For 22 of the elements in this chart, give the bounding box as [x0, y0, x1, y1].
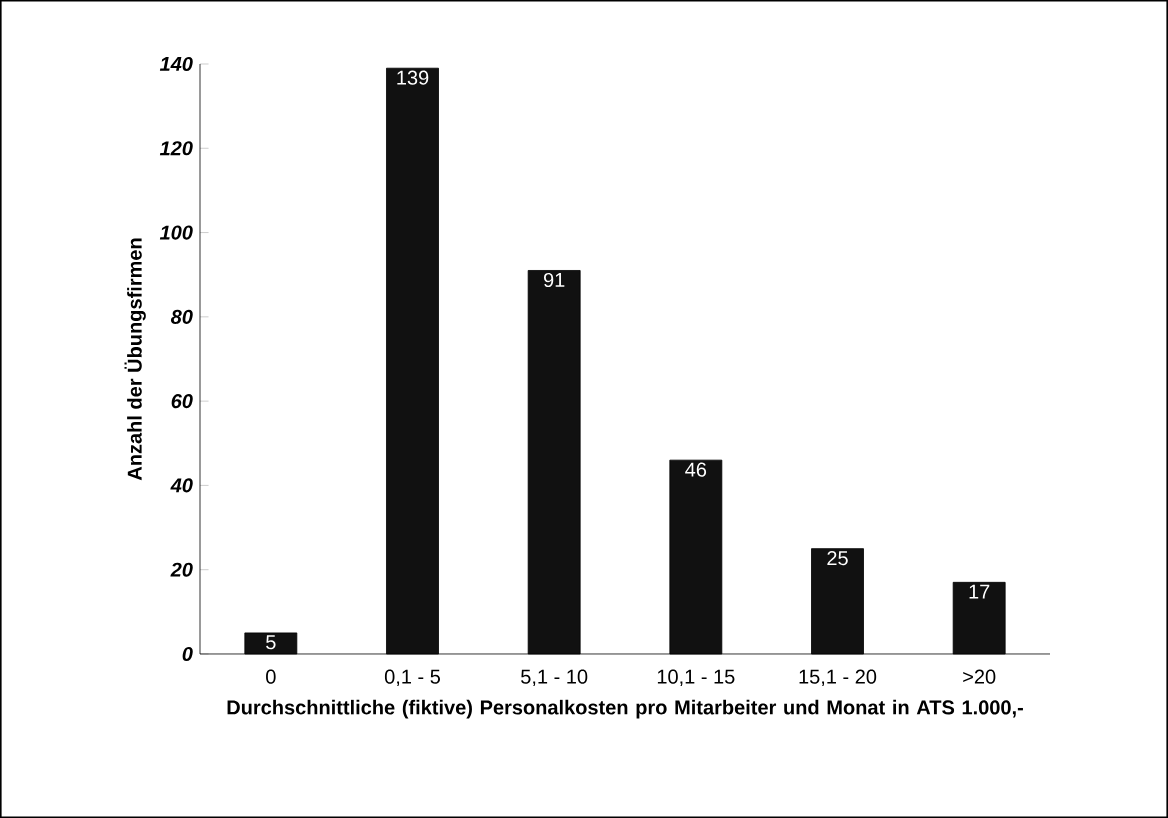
y-tick-label: 20 [170, 562, 193, 577]
y-tick-label: 100 [159, 225, 193, 240]
y-tick-label: 80 [170, 309, 193, 324]
data-label: 139 [397, 70, 429, 85]
x-tick-label: 10,1 - 15 [657, 669, 735, 687]
x-tick-label: 0 [266, 669, 276, 684]
data-label: 46 [685, 462, 707, 477]
y-tick-label: 120 [159, 141, 193, 156]
data-label: 91 [543, 272, 565, 288]
y-tick-label: 140 [159, 56, 193, 72]
x-tick-label: 15,1 - 20 [799, 669, 877, 687]
y-tick-label: 60 [171, 394, 193, 409]
y-axis-title: Anzahl der Übungsfirmen [124, 238, 146, 481]
y-tick-label: 0 [182, 646, 193, 662]
x-tick-label: 5,1 - 10 [521, 669, 588, 687]
data-label: 5 [266, 635, 276, 650]
x-tick-label: 0,1 - 5 [384, 669, 440, 687]
data-label: 17 [969, 584, 990, 599]
y-tick-label: 40 [170, 478, 193, 493]
x-axis-title: Durchschnittliche (fiktive) Personalkosten pro Mitarbeiter und Monat in ATS 1.000,- [227, 699, 1023, 719]
x-tick-label: >20 [963, 669, 996, 684]
data-label: 25 [827, 551, 848, 566]
